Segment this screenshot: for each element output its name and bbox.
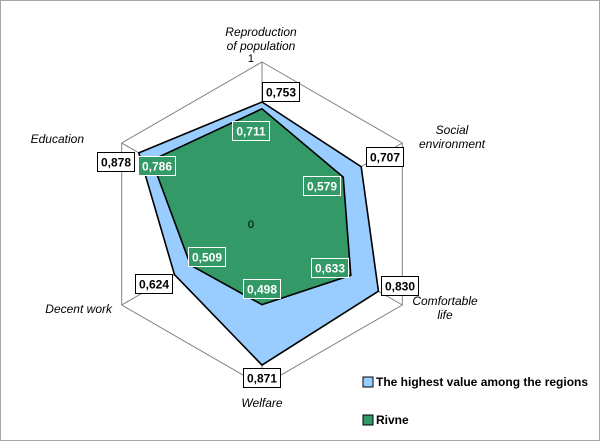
svg-text:0,633: 0,633 — [315, 262, 345, 276]
data-label-rivne: 0,498 — [243, 279, 281, 299]
data-label-highest: 0,878 — [97, 152, 135, 172]
series-layer — [137, 101, 380, 367]
axis-label: Decent work — [45, 302, 113, 316]
data-label-rivne: 0,509 — [188, 247, 226, 267]
tick-label: 0 — [248, 219, 254, 231]
data-label-rivne: 0,786 — [138, 156, 176, 176]
svg-text:0,624: 0,624 — [139, 278, 169, 292]
tick-label: 1 — [248, 53, 254, 65]
svg-text:0,830: 0,830 — [385, 280, 415, 294]
axis-label: Social environment — [419, 123, 486, 151]
data-label-highest: 0,871 — [243, 368, 281, 388]
axis-label: Reproduction of population — [225, 25, 297, 53]
svg-text:0,711: 0,711 — [236, 125, 266, 139]
data-label-highest: 0,753 — [262, 82, 300, 102]
axis-label: Comfortable life — [412, 294, 478, 322]
data-labels: 0,753 0,707 0,830 0,871 0,624 0,878 0,711 0,579… — [97, 82, 419, 388]
legend-item: The highest value among the regions — [362, 375, 588, 389]
legend-swatch — [362, 376, 374, 388]
svg-text:0,707: 0,707 — [370, 151, 400, 165]
data-label-rivne: 0,579 — [303, 176, 341, 196]
data-label-highest: 0,830 — [381, 276, 419, 296]
legend-swatch — [362, 414, 374, 426]
svg-text:0,871: 0,871 — [247, 372, 277, 386]
legend: The highest value among the regions Rivne — [362, 375, 588, 427]
data-label-highest: 0,624 — [135, 274, 173, 294]
legend-item: Rivne — [362, 413, 409, 427]
svg-text:0,878: 0,878 — [101, 156, 131, 170]
axis-label: Education — [31, 132, 85, 146]
axis-labels: Reproduction of population Social environme… — [31, 25, 486, 410]
data-label-rivne: 0,633 — [311, 258, 349, 278]
svg-text:0,509: 0,509 — [192, 251, 222, 265]
svg-text:0,753: 0,753 — [266, 86, 296, 100]
legend-label: The highest value among the regions — [376, 375, 588, 389]
data-label-rivne: 0,711 — [232, 121, 270, 141]
axis-label: Welfare — [241, 396, 282, 410]
tick-labels: 01 — [248, 53, 254, 231]
legend-label: Rivne — [376, 413, 409, 427]
svg-text:0,579: 0,579 — [307, 180, 337, 194]
svg-text:0,498: 0,498 — [247, 283, 277, 297]
svg-text:0,786: 0,786 — [142, 160, 172, 174]
data-label-highest: 0,707 — [366, 147, 404, 167]
